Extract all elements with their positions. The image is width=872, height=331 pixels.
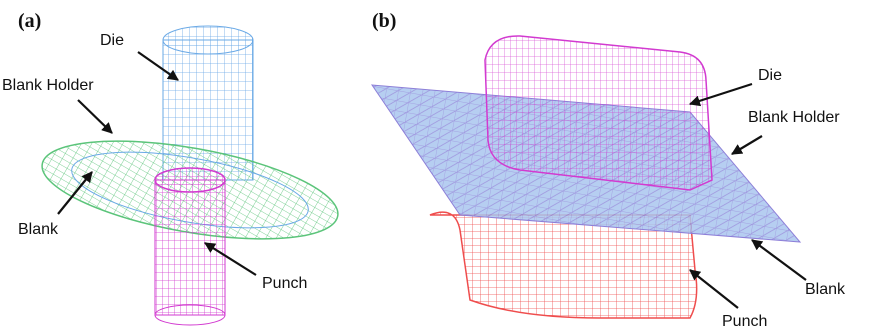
callout: Blank Holder xyxy=(2,77,94,94)
arrow xyxy=(752,240,806,280)
arrow xyxy=(732,136,762,154)
callout: Punch xyxy=(262,275,307,292)
die-mesh xyxy=(485,36,712,190)
panel-a: (a) Die Blank Holder Blank Punch xyxy=(2,10,345,325)
callout: Punch xyxy=(722,313,767,330)
figure: (a) Die Blank Holder Blank Punch (b) xyxy=(0,0,872,331)
callout: Die xyxy=(100,32,124,49)
callout: Blank Holder xyxy=(748,109,840,126)
arrow xyxy=(78,100,112,133)
callout: Die xyxy=(758,67,782,84)
panel-label: (a) xyxy=(18,10,41,32)
callout: Blank xyxy=(18,221,59,238)
callout: Blank xyxy=(805,281,846,298)
punch-mesh xyxy=(155,168,225,325)
panel-b: (b) Die Blank Holder Blank Punch xyxy=(372,10,846,330)
panel-label: (b) xyxy=(372,10,396,32)
